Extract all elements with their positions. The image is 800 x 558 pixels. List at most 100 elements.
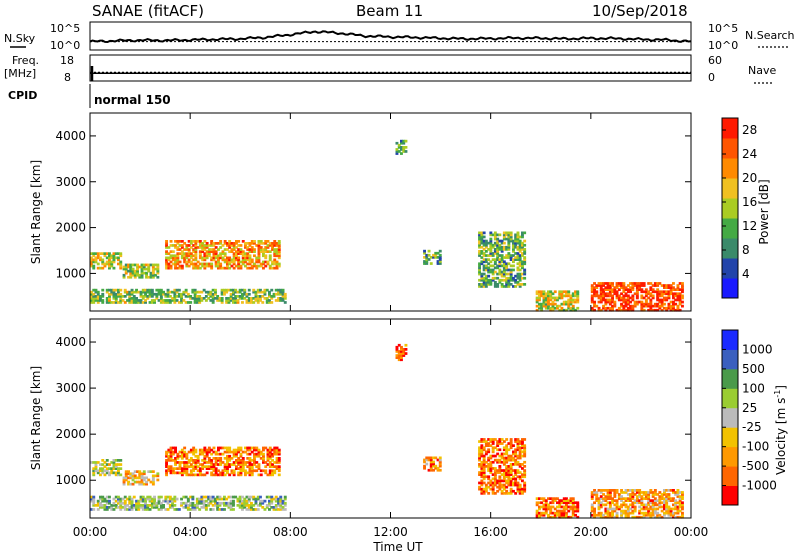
- data-cell: [502, 264, 506, 268]
- data-cell: [509, 256, 513, 259]
- data-cell: [667, 306, 671, 310]
- data-cell: [203, 246, 207, 249]
- data-cell: [521, 272, 524, 276]
- data-cell: [429, 466, 433, 470]
- data-cell: [669, 489, 673, 492]
- data-cell: [257, 452, 261, 456]
- data-cell: [230, 250, 234, 253]
- data-cell: [207, 297, 211, 300]
- data-cell: [247, 499, 251, 503]
- data-cell: [237, 467, 241, 470]
- data-cell: [254, 501, 258, 505]
- data-cell: [482, 492, 486, 495]
- data-cell: [180, 256, 184, 260]
- data-cell: [653, 302, 657, 306]
- data-cell: [496, 448, 500, 452]
- data-cell: [620, 495, 623, 498]
- data-cell: [235, 254, 238, 258]
- data-cell: [201, 459, 205, 462]
- data-cell: [131, 472, 135, 476]
- data-cell: [232, 501, 235, 505]
- data-cell: [620, 286, 623, 289]
- data-cell: [270, 288, 274, 292]
- data-cell: [201, 244, 205, 247]
- data-cell: [232, 504, 235, 507]
- data-cell: [672, 489, 675, 492]
- data-cell: [523, 283, 527, 286]
- data-cell: [642, 513, 646, 517]
- data-cell: [635, 284, 639, 287]
- data-cell: [482, 276, 486, 280]
- data-cell: [551, 499, 555, 502]
- data-cell: [480, 438, 484, 441]
- data-cell: [505, 479, 509, 483]
- data-cell: [565, 507, 568, 511]
- data-cell: [198, 301, 202, 304]
- data-cell: [124, 470, 128, 473]
- data-cell: [658, 292, 662, 296]
- data-cell: [516, 252, 520, 255]
- data-cell: [189, 240, 193, 243]
- data-cell: [255, 461, 259, 464]
- data-cell: [547, 505, 550, 509]
- data-cell: [518, 483, 522, 487]
- data-cell: [221, 469, 225, 473]
- data-cell: [256, 504, 260, 507]
- data-cell: [521, 444, 524, 447]
- data-cell: [489, 469, 493, 472]
- data-cell: [257, 252, 261, 255]
- data-cell: [255, 256, 259, 260]
- data-cell: [640, 495, 644, 498]
- data-cell: [491, 448, 495, 452]
- data-cell: [183, 254, 187, 258]
- data-cell: [493, 473, 497, 476]
- data-cell: [656, 282, 660, 285]
- data-cell: [210, 240, 214, 243]
- data-cell: [651, 304, 655, 308]
- data-cell: [617, 284, 621, 287]
- data-cell: [144, 506, 147, 509]
- data-cell: [198, 254, 202, 258]
- data-cell: [647, 296, 651, 300]
- data-cell: [99, 252, 102, 255]
- data-cell: [498, 270, 502, 274]
- data-cell: [194, 242, 198, 245]
- data-cell: [635, 300, 639, 304]
- data-cell: [502, 458, 506, 462]
- data-cell: [644, 511, 648, 515]
- data-cell: [514, 463, 518, 466]
- data-cell: [217, 258, 220, 262]
- data-cell: [651, 308, 655, 312]
- data-cell: [487, 492, 491, 495]
- data-cell: [599, 298, 603, 302]
- data-cell: [203, 240, 207, 243]
- data-cell: [672, 296, 675, 300]
- data-cell: [629, 499, 632, 502]
- data-cell: [128, 499, 132, 503]
- data-cell: [259, 504, 262, 507]
- data-cell: [624, 286, 628, 289]
- data-cell: [674, 294, 678, 298]
- data-cell: [487, 475, 491, 479]
- data-cell: [211, 301, 215, 304]
- data-cell: [241, 292, 244, 296]
- data-cell: [184, 495, 188, 499]
- data-cell: [681, 511, 684, 515]
- data-cell: [110, 504, 114, 507]
- data-cell: [119, 297, 123, 300]
- data-cell: [651, 503, 655, 507]
- data-cell: [198, 256, 202, 260]
- data-cell: [180, 244, 184, 247]
- data-cell: [514, 274, 518, 278]
- data-cell: [567, 298, 571, 302]
- data-cell: [241, 258, 245, 262]
- data-cell: [124, 476, 128, 480]
- data-cell: [94, 467, 98, 470]
- data-cell: [590, 306, 594, 310]
- data-cell: [277, 246, 281, 249]
- data-cell: [502, 477, 506, 481]
- data-cell: [214, 497, 217, 501]
- data-cell: [593, 491, 596, 494]
- data-cell: [207, 448, 211, 452]
